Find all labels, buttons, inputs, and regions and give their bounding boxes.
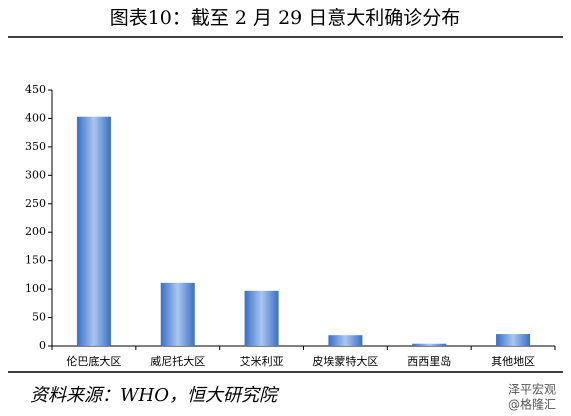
- y-tick-label: 100: [25, 282, 46, 295]
- source: 资料来源：WHO，恒大研究院: [30, 385, 280, 406]
- y-tick-label: 0: [39, 339, 46, 352]
- watermark: 泽平宏观: [508, 382, 556, 397]
- bar: [328, 335, 363, 346]
- x-tick-label: 威尼托大区: [150, 354, 205, 368]
- bar: [76, 116, 111, 346]
- x-tick-label: 其他地区: [491, 355, 535, 368]
- bar: [244, 290, 279, 346]
- y-tick-label: 200: [25, 225, 46, 238]
- y-tick-label: 250: [25, 197, 46, 210]
- y-tick-label: 300: [25, 168, 46, 181]
- chart-title: 图表10：截至 2 月 29 日意大利确诊分布: [110, 7, 461, 29]
- x-tick-label: 西西里岛: [407, 354, 451, 368]
- bar: [160, 282, 195, 346]
- x-tick-label: 艾米利亚: [240, 355, 284, 368]
- bar: [412, 343, 447, 346]
- watermark: @格隆汇: [508, 397, 556, 412]
- y-tick-label: 350: [25, 140, 46, 153]
- y-tick-label: 400: [25, 111, 46, 124]
- y-tick-label: 450: [25, 83, 46, 96]
- bar: [496, 334, 531, 346]
- x-tick-label: 伦巴底大区: [66, 354, 121, 368]
- x-tick-label: 皮埃蒙特大区: [312, 354, 378, 368]
- y-tick-label: 50: [32, 311, 46, 324]
- y-tick-label: 150: [25, 254, 46, 267]
